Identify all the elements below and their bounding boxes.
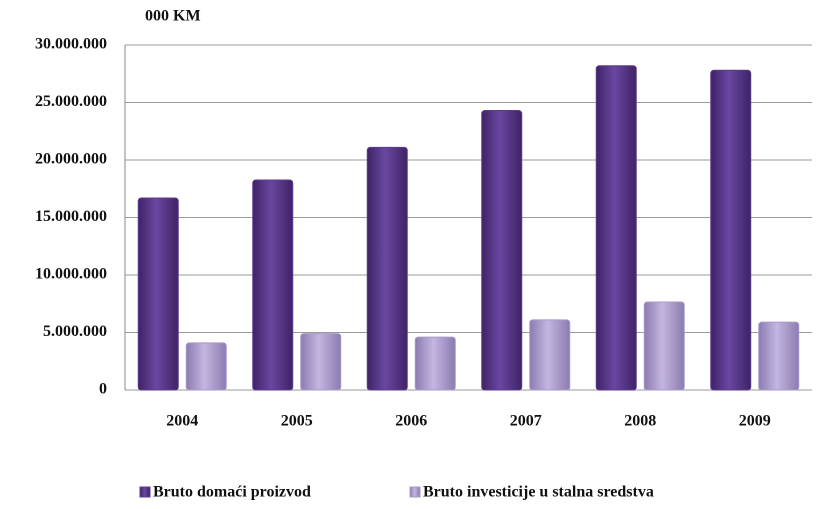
x-tick-label: 2007 — [510, 413, 542, 430]
y-tick-label: 10.000.000 — [35, 266, 107, 283]
bar — [414, 336, 456, 391]
y-tick-label: 30.000.000 — [35, 36, 107, 53]
legend-swatch — [139, 486, 151, 498]
x-tick-label: 2006 — [395, 413, 427, 430]
y-tick-label: 25.000.000 — [35, 93, 107, 110]
bar — [758, 321, 800, 391]
bar — [643, 301, 685, 391]
x-tick-label: 2005 — [281, 413, 313, 430]
bar — [185, 342, 227, 391]
x-tick-label: 2009 — [739, 413, 771, 430]
bar — [366, 146, 408, 391]
bar — [710, 69, 752, 391]
legend-swatch — [409, 486, 421, 498]
bar — [529, 319, 571, 391]
unit-label: 000 KM — [145, 8, 201, 25]
bar — [595, 65, 637, 391]
x-tick-label: 2008 — [624, 413, 656, 430]
x-tick-label: 2004 — [166, 413, 198, 430]
legend-label: Bruto domaći proizvod — [153, 484, 311, 501]
y-tick-label: 5.000.000 — [43, 323, 107, 340]
y-tick-label: 0 — [99, 381, 107, 398]
bar — [300, 333, 342, 391]
y-tick-label: 20.000.000 — [35, 151, 107, 168]
y-tick-label: 15.000.000 — [35, 208, 107, 225]
bar — [252, 179, 294, 391]
bar — [481, 110, 523, 391]
bar — [137, 197, 179, 391]
legend-label: Bruto investicije u stalna sredstva — [423, 484, 654, 501]
